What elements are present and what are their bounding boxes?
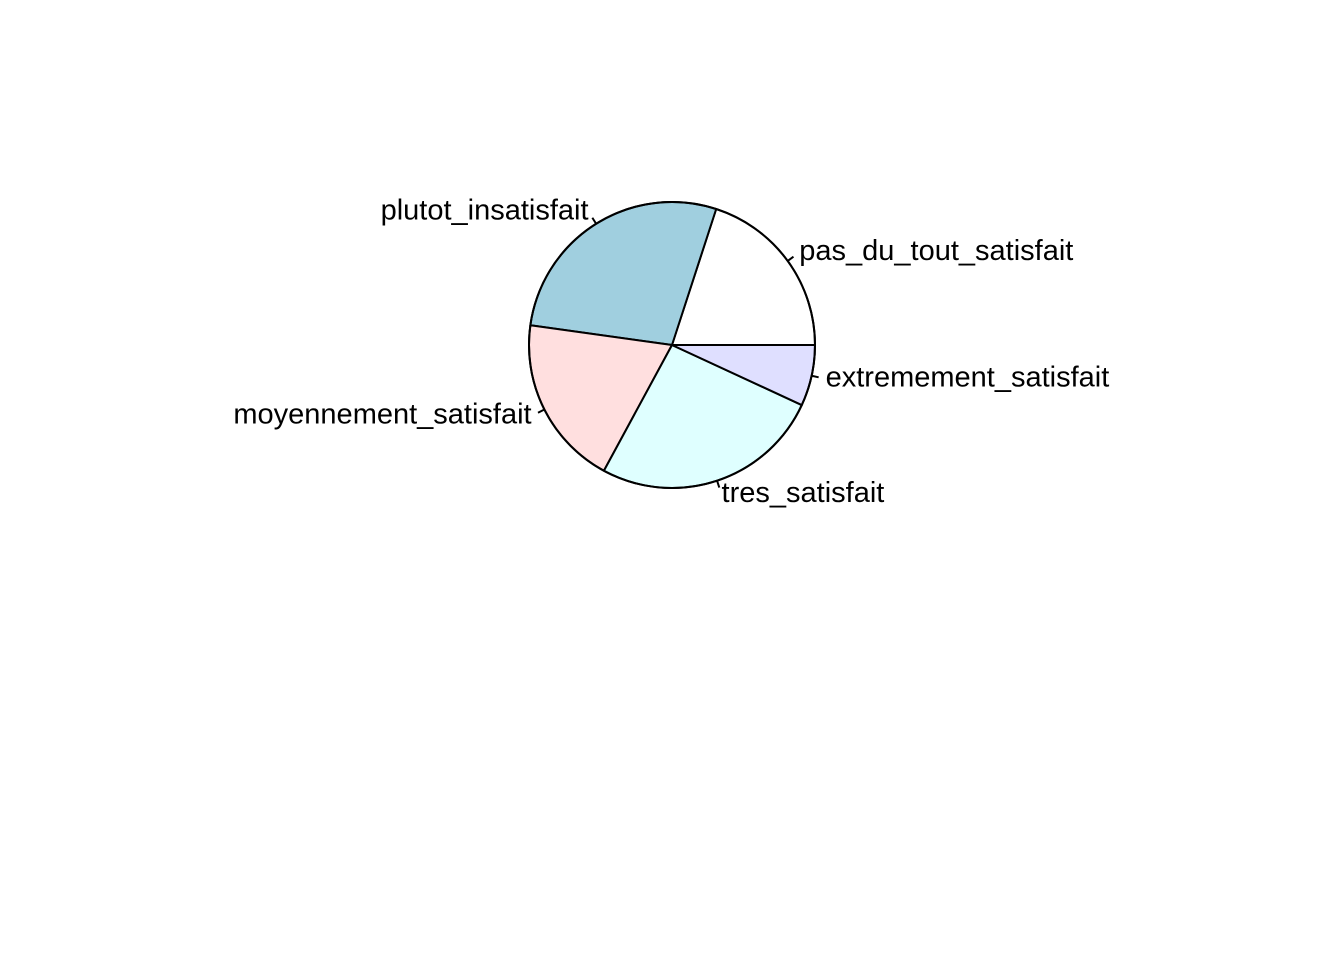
leader-line-moyennement-satisfait bbox=[537, 408, 545, 414]
pie-outline bbox=[528, 201, 816, 489]
slice-label-plutot-insatisfait: plutot_insatisfait bbox=[381, 194, 589, 226]
slice-label-extremement-satisfait: extremement_satisfait bbox=[826, 361, 1110, 393]
leader-line-tres-satisfait bbox=[716, 480, 721, 488]
pie-slices bbox=[527, 201, 816, 489]
leader-line-pas-du-tout-satisfait bbox=[787, 255, 795, 262]
pie-label-leaders bbox=[537, 217, 819, 488]
leader-line-plutot-insatisfait bbox=[591, 217, 597, 225]
slice-label-pas-du-tout-satisfait: pas_du_tout_satisfait bbox=[799, 235, 1073, 267]
leader-line-extremement-satisfait bbox=[811, 374, 819, 379]
slice-label-moyennement-satisfait: moyennement_satisfait bbox=[233, 399, 531, 431]
slice-label-tres-satisfait: tres_satisfait bbox=[722, 477, 885, 509]
pie-labels: pas_du_tout_satisfait plutot_insatisfaitm… bbox=[233, 194, 1109, 509]
